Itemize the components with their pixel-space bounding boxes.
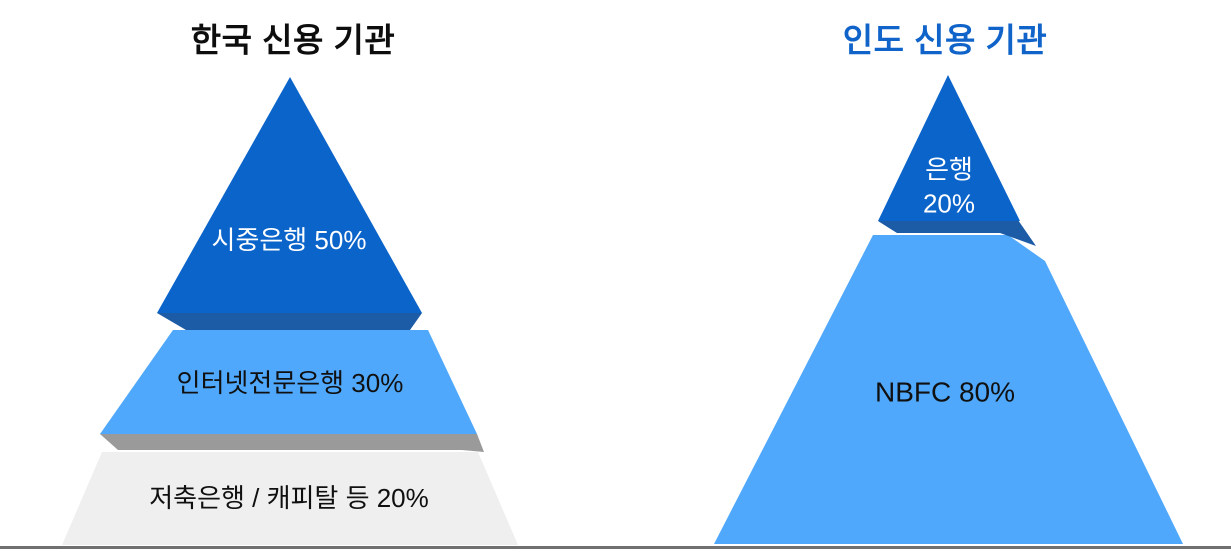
- india-top-underside-shadow: [878, 220, 1036, 246]
- korea-middle-underside-shadow: [100, 434, 484, 452]
- korea-top-underside-shadow: [157, 313, 422, 330]
- bottom-baseline-rule: [0, 546, 1231, 549]
- korea-bottom-segment-shape: [62, 452, 518, 545]
- korea-top-segment-shape: [157, 77, 422, 313]
- india-top-segment-shape: [878, 75, 1020, 221]
- india-bottom-segment-shape: [714, 235, 1183, 544]
- india-pyramid: [714, 75, 1183, 544]
- korea-middle-segment-shape: [100, 330, 477, 434]
- korea-pyramid: [62, 77, 518, 545]
